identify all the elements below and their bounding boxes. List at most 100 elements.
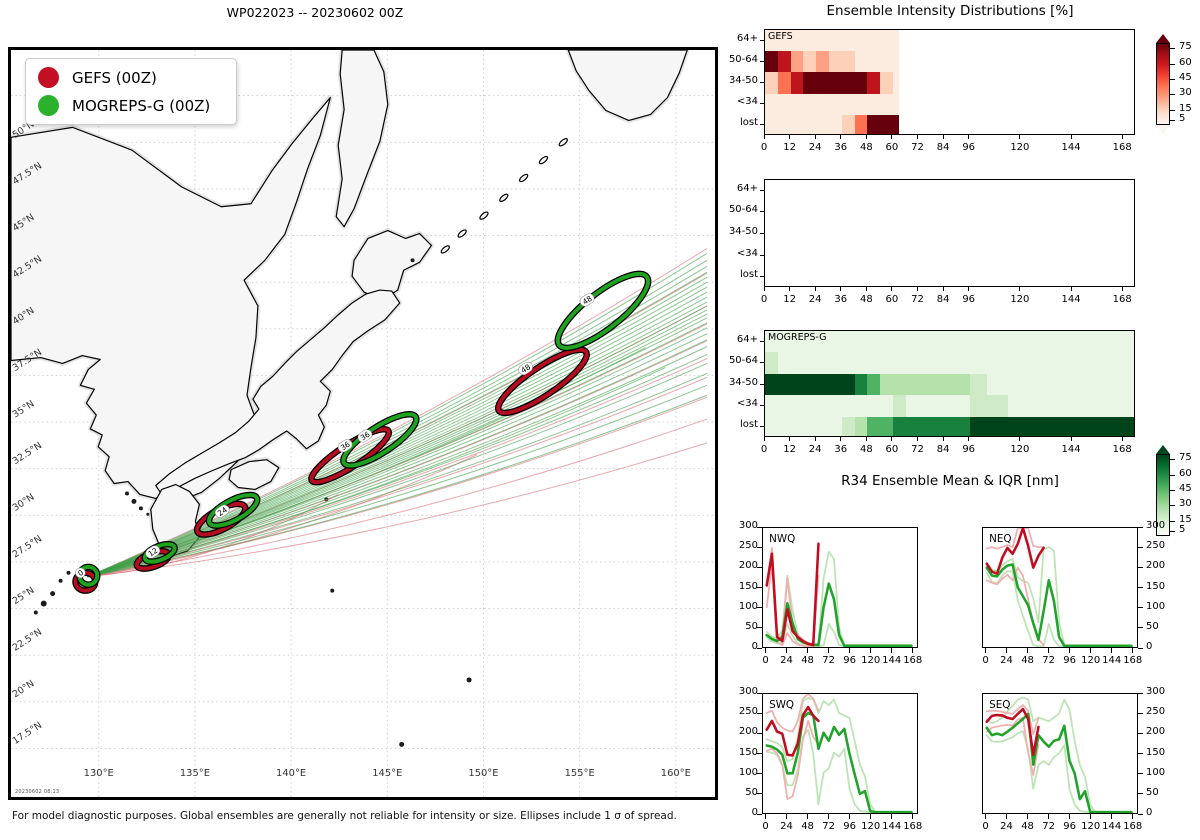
r34-panel-seq: SEQ 0 50 100 150 200 250 300 0 24 48 72 96 120 144 168 [950,686,1170,840]
x-tick [840,437,842,441]
x-tick-label: 24 [780,821,793,832]
svg-text:32.5°N: 32.5°N [11,440,44,467]
x-tick-label: 168 [1123,655,1143,666]
heatmap-cell [816,51,829,73]
x-tick [865,437,867,441]
x-tick [786,814,788,819]
x-tick [840,287,842,291]
x-tick-label: 84 [936,444,950,455]
heatmap-cell [765,51,778,73]
intensity-row-label: lost [739,269,758,281]
x-tick [891,287,893,291]
x-tick [1006,814,1008,819]
x-tick [1048,648,1050,653]
x-tick-label: 168 [903,655,923,666]
x-tick-label: 0 [760,294,768,305]
x-tick [870,814,872,819]
x-tick [1048,814,1050,819]
legend-item-gefs: GEFS (00Z) [38,67,224,88]
x-tick [789,437,791,441]
y-tick [1138,627,1143,629]
y-tick [1138,732,1143,734]
svg-text:SEQ: SEQ [989,699,1010,711]
y-tick-label: 150 [738,746,758,758]
x-tick [807,648,809,653]
heatmap-cell [892,416,970,436]
x-tick-label: 36 [834,142,848,153]
x-tick [828,648,830,653]
y-tick [1138,546,1143,548]
x-tick [765,648,766,653]
x-tick [789,287,791,291]
r34-plot: SWQ [762,693,918,814]
heatmap-cell [969,395,1009,417]
x-tick-label: 144 [1061,294,1081,305]
y-tick [1138,526,1143,528]
heatmap-plot [764,179,1135,287]
colorbar-tick [1170,119,1175,121]
x-tick-label: 24 [808,294,822,305]
svg-text:12: 12 [147,546,160,559]
x-tick [942,287,944,291]
y-tick-label: 250 [1146,540,1166,552]
svg-text:36: 36 [339,440,352,453]
svg-text:24: 24 [216,505,229,518]
y-tick [1138,793,1143,795]
y-tick [1138,813,1143,815]
x-tick-label: 120 [1010,142,1030,153]
svg-text:20°N: 20°N [11,678,36,700]
y-tick-label: 0 [751,807,758,818]
intensity-row-label: 50-64 [728,53,758,65]
colorbar-tick [1170,94,1175,96]
y-tick [1138,647,1143,649]
x-tick [1019,135,1021,139]
y-tick [760,254,764,256]
track-map: 0 12 24 36 36 48 48 50°N 47.5°N 45°N 42.5°N 40°N 37.… [8,47,718,800]
x-tick-label: 168 [1112,294,1132,305]
colorbar-tick-label: 60 [1179,467,1192,479]
svg-text:25°N: 25°N [11,585,36,607]
x-tick [807,814,809,819]
colorbar-tick-label: 30 [1179,498,1192,510]
footnote: For model diagnostic purposes. Global en… [12,810,677,822]
x-tick [912,814,914,819]
y-tick [757,753,762,754]
tau-label: 48 [579,293,595,307]
heatmap-cell [777,72,791,94]
x-tick-label: 72 [911,444,924,455]
heatmap-cell [969,373,987,396]
y-tick [760,103,764,105]
x-tick [1090,814,1092,819]
y-tick-label: 150 [1146,746,1166,758]
colorbar-bottom-arrow [1156,536,1170,545]
x-tick-label: 120 [861,821,881,832]
x-tick [763,287,765,291]
y-tick-label: 100 [738,766,758,778]
x-tick-label: 72 [822,655,835,666]
gefs-legend-label: GEFS (00Z) [72,68,157,87]
y-tick [1138,566,1143,568]
r34-panel-swq: SWQ 0 50 100 150 200 250 300 0 24 48 72 96 120 144 168 [730,686,950,840]
x-tick-label: 36 [834,294,848,305]
x-tick-label: 120 [1081,821,1101,832]
intensity-panel-mogreps: 64+ 50-64 34-50 <34 lost MOGREPS-G 0 12 24 36 48 60… [714,330,1144,465]
y-tick-label: 50 [1146,786,1159,798]
x-tick-label: 48 [859,444,873,455]
colorbar-top-arrow [1156,445,1170,454]
x-tick [968,135,970,139]
y-tick [760,189,764,191]
y-tick [760,362,764,364]
svg-text:NEQ: NEQ [989,533,1011,545]
r34-plot: SEQ [982,693,1138,814]
heatmap-cell [765,72,778,94]
colorbar-tick-label: 75 [1179,41,1192,53]
intensity-row-label: 34-50 [728,376,758,388]
x-tick [763,437,765,441]
x-tick-label: 96 [843,655,856,666]
y-tick-label: 50 [745,620,758,632]
y-tick [760,211,764,213]
x-tick-label: 36 [834,444,848,455]
colorbar-tick [1170,78,1175,80]
y-tick-label: 250 [1146,706,1166,718]
